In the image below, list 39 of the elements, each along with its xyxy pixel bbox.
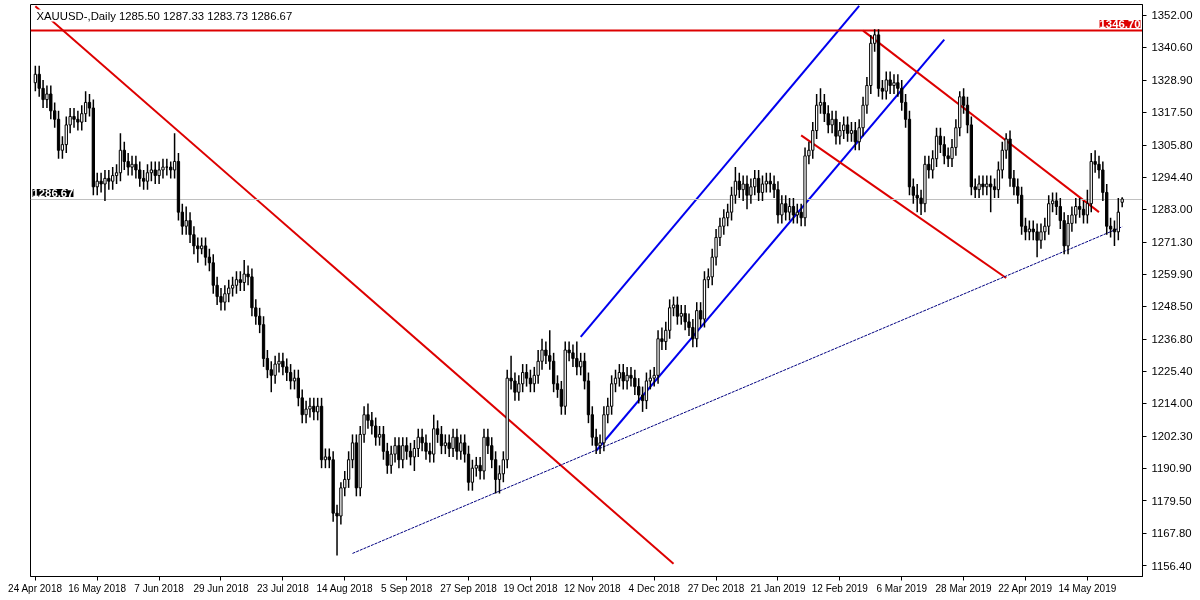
- x-tick-label: 27 Sep 2018: [440, 582, 498, 594]
- x-tick-label: 28 Mar 2019: [935, 582, 993, 594]
- y-tick-label: 1179.50: [1151, 494, 1192, 507]
- y-tick-label: 1190.90: [1151, 462, 1192, 475]
- y-tick-label: 1156.40: [1151, 559, 1192, 572]
- y-tick-label: 1294.40: [1151, 171, 1193, 184]
- ref-line-label: 1346.70: [1099, 18, 1141, 31]
- x-tick-label: 7 Jun 2018: [134, 582, 185, 594]
- x-tick-label: 22 Apr 2019: [998, 582, 1053, 594]
- y-tick-label: 1271.30: [1151, 236, 1193, 249]
- x-tick-label: 14 Aug 2018: [316, 582, 374, 594]
- y-tick-label: 1328.90: [1151, 74, 1193, 87]
- y-tick-label: 1225.40: [1151, 365, 1193, 378]
- x-tick-label: 12 Nov 2018: [563, 582, 622, 594]
- chart-title: XAUUSD-,Daily 1285.50 1287.33 1283.73 1286.67: [36, 9, 293, 22]
- x-tick-label: 19 Oct 2018: [503, 582, 559, 594]
- x-tick-label: 12 Feb 2019: [811, 582, 869, 594]
- x-tick-label: 21 Jan 2019: [750, 582, 806, 594]
- x-tick-label: 24 Apr 2018: [8, 582, 63, 594]
- x-tick-label: 23 Jul 2018: [257, 582, 310, 594]
- x-tick-label: 4 Dec 2018: [628, 582, 681, 594]
- y-tick-label: 1214.00: [1151, 397, 1193, 410]
- x-tick-label: 6 Mar 2019: [876, 582, 928, 594]
- x-tick-label: 14 May 2019: [1058, 582, 1117, 594]
- y-tick-label: 1305.80: [1151, 139, 1193, 152]
- y-tick-label: 1167.80: [1151, 527, 1192, 540]
- ref-line-label: 1286.67: [32, 187, 74, 199]
- x-tick-label: 16 May 2018: [68, 582, 127, 594]
- y-tick-label: 1352.00: [1151, 9, 1193, 22]
- y-tick-label: 1283.00: [1151, 203, 1193, 216]
- y-tick-label: 1248.50: [1151, 300, 1193, 313]
- y-tick-label: 1202.30: [1151, 430, 1193, 443]
- x-tick-label: 27 Dec 2018: [687, 582, 745, 594]
- y-tick-label: 1317.50: [1151, 106, 1193, 119]
- y-tick-label: 1259.90: [1151, 268, 1193, 281]
- x-tick-label: 29 Jun 2018: [193, 582, 249, 594]
- y-tick-label: 1236.80: [1151, 333, 1193, 346]
- y-tick-label: 1340.60: [1151, 41, 1193, 54]
- x-tick-label: 5 Sep 2018: [381, 582, 433, 594]
